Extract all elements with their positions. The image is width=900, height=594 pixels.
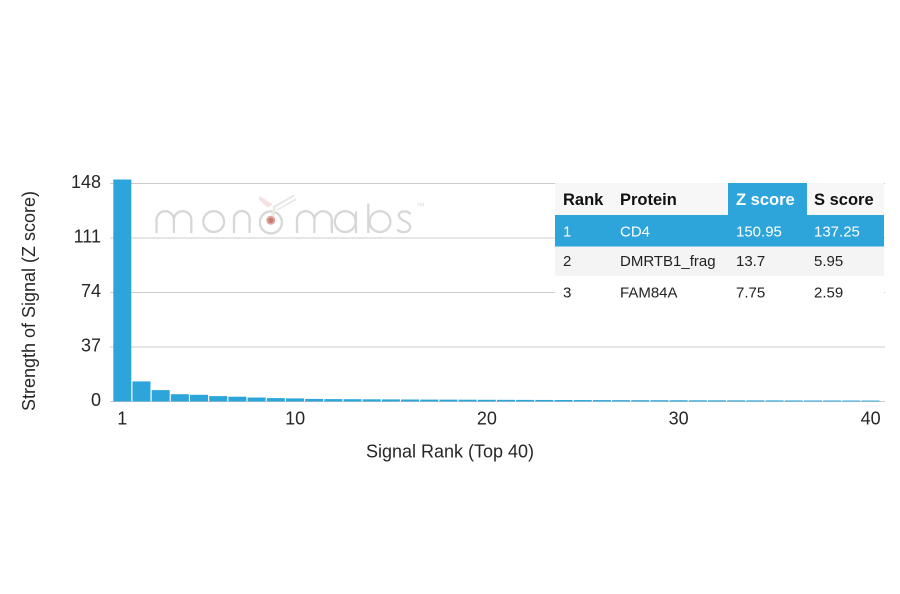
svg-text:Rank: Rank xyxy=(563,191,604,209)
svg-text:™: ™ xyxy=(416,201,425,211)
svg-text:CD4: CD4 xyxy=(620,224,650,241)
svg-text:40: 40 xyxy=(861,409,881,429)
svg-text:137.25: 137.25 xyxy=(814,224,860,241)
svg-text:2.59: 2.59 xyxy=(814,285,843,302)
svg-text:111: 111 xyxy=(74,227,101,247)
svg-text:2: 2 xyxy=(563,253,571,270)
svg-text:74: 74 xyxy=(81,281,101,301)
svg-text:5.95: 5.95 xyxy=(814,253,843,270)
svg-text:S score: S score xyxy=(814,191,874,209)
svg-text:FAM84A: FAM84A xyxy=(620,285,678,302)
svg-text:148: 148 xyxy=(71,172,101,192)
svg-text:0: 0 xyxy=(91,390,101,410)
svg-text:30: 30 xyxy=(669,409,689,429)
svg-text:20: 20 xyxy=(477,409,497,429)
svg-text:DMRTB1_frag: DMRTB1_frag xyxy=(620,253,716,270)
svg-text:150.95: 150.95 xyxy=(736,224,782,241)
svg-text:Protein: Protein xyxy=(620,191,677,209)
svg-text:Z score: Z score xyxy=(736,191,795,209)
svg-text:Signal Rank (Top 40): Signal Rank (Top 40) xyxy=(366,442,534,462)
svg-text:1: 1 xyxy=(117,409,127,429)
svg-text:10: 10 xyxy=(285,409,305,429)
svg-text:3: 3 xyxy=(563,285,571,302)
svg-text:13.7: 13.7 xyxy=(736,253,765,270)
svg-text:37: 37 xyxy=(81,336,101,356)
svg-text:7.75: 7.75 xyxy=(736,285,765,302)
svg-text:1: 1 xyxy=(563,224,571,241)
svg-text:Strength of Signal (Z score): Strength of Signal (Z score) xyxy=(19,191,39,411)
